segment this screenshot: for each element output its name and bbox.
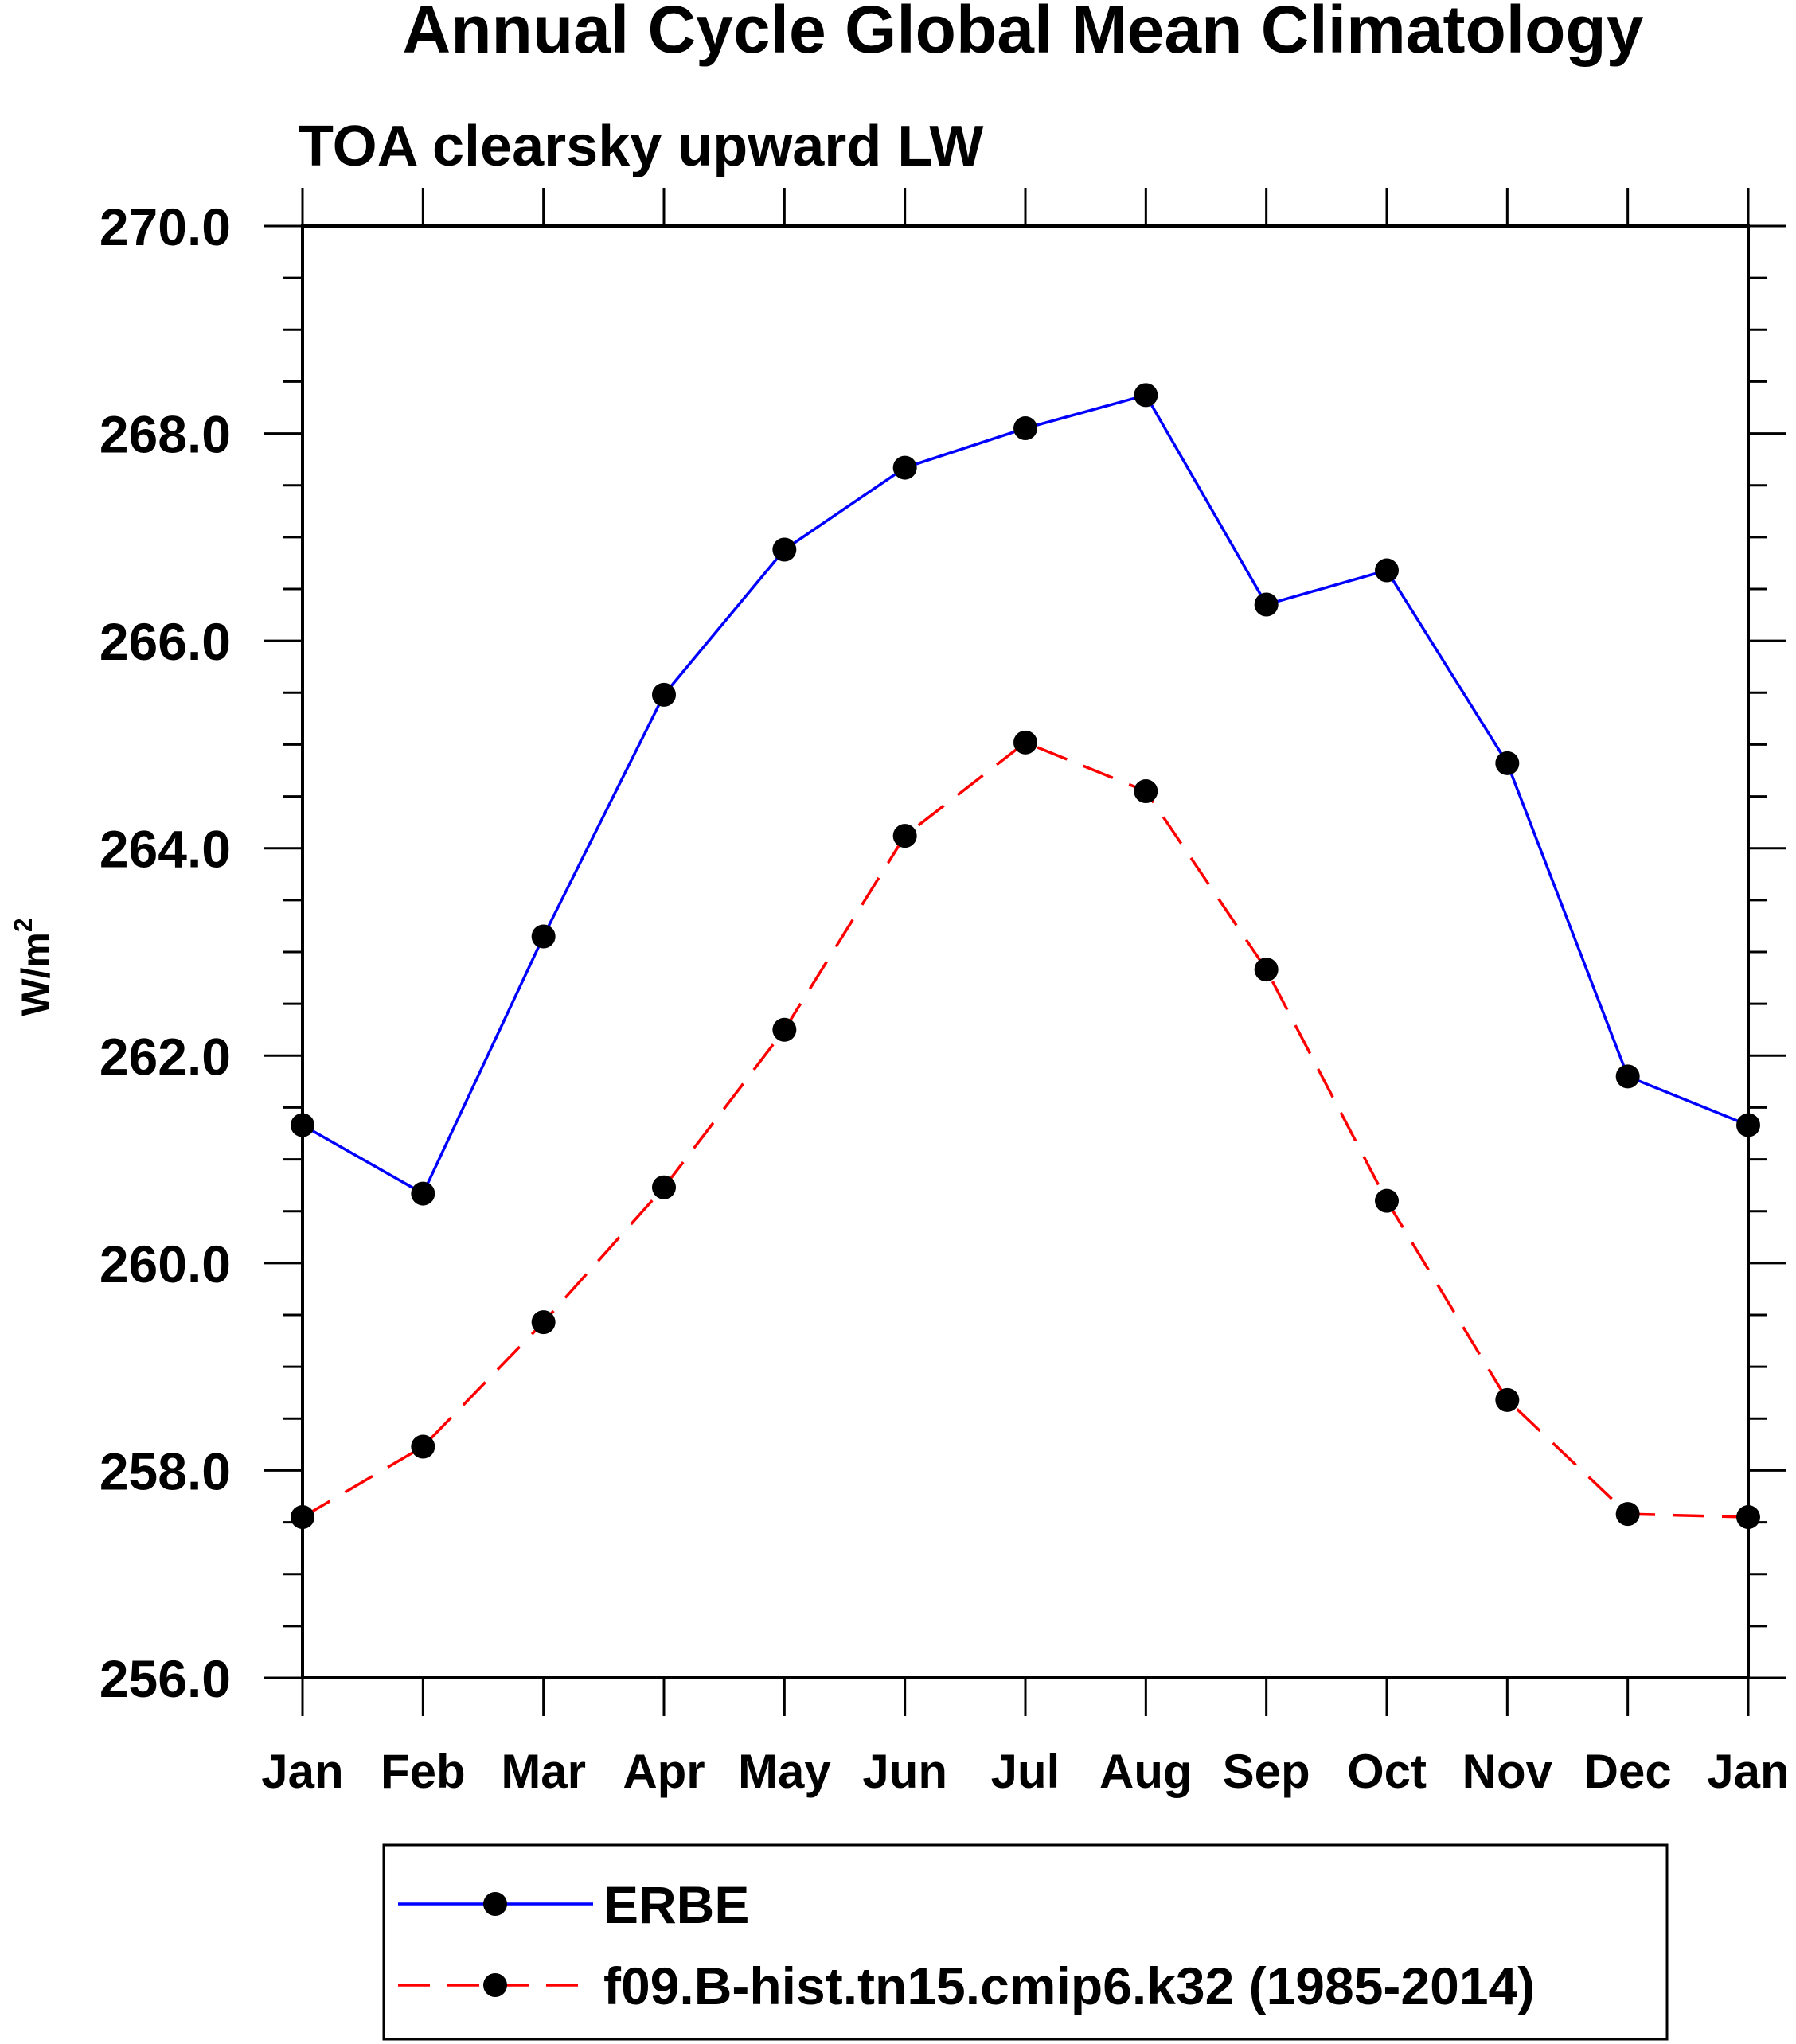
y-tick-label: 266.0 <box>100 612 231 671</box>
x-tick-label: Feb <box>381 1745 466 1798</box>
x-tick-label: Jan <box>1707 1745 1789 1798</box>
data-point-series-2 <box>1736 1505 1760 1530</box>
y-axis-label-superscript: 2 <box>9 918 37 932</box>
data-point-series-1 <box>411 1181 435 1206</box>
data-point-series-2 <box>1013 730 1037 755</box>
x-tick-label: Dec <box>1584 1745 1672 1798</box>
y-tick-label: 260.0 <box>100 1235 231 1293</box>
data-point-series-1 <box>1615 1064 1640 1089</box>
y-tick-label: 264.0 <box>100 820 231 879</box>
y-tick-label: 270.0 <box>100 197 231 256</box>
legend-marker-2 <box>483 1973 507 1997</box>
x-tick-label: Apr <box>623 1745 705 1798</box>
data-point-series-1 <box>291 1113 314 1137</box>
x-tick-label: Nov <box>1462 1745 1553 1798</box>
x-tick-label: Jun <box>862 1745 947 1798</box>
legend-box <box>382 1843 1669 2041</box>
data-point-series-1 <box>772 537 797 562</box>
data-point-series-1 <box>531 924 556 949</box>
x-tick-labels: Jan Feb Mar Apr May Jun Jul Aug Sep Oct Nov Dec Jan <box>261 1745 1789 1798</box>
y-tick-label: 256.0 <box>100 1649 231 1708</box>
data-point-series-2 <box>892 824 917 848</box>
series-layer <box>291 383 1760 1530</box>
data-point-series-2 <box>772 1017 797 1042</box>
data-point-series-1 <box>1134 383 1158 408</box>
y-tick-label: 268.0 <box>100 405 231 464</box>
data-point-series-2 <box>1254 958 1279 982</box>
axis-ticks <box>264 188 1786 1716</box>
data-point-series-2 <box>1375 1188 1399 1213</box>
data-point-series-1 <box>652 682 676 707</box>
x-tick-label: Oct <box>1347 1745 1427 1798</box>
x-tick-label: Sep <box>1223 1745 1310 1798</box>
x-tick-label: Jan <box>261 1745 343 1798</box>
svg-text:W/m2: W/m2 <box>9 918 58 1016</box>
series-line-1 <box>302 393 1749 1196</box>
chart-subtitle: TOA clearsky upward LW <box>299 115 983 178</box>
x-tick-label: Jul <box>991 1745 1060 1798</box>
data-point-series-1 <box>1495 751 1520 775</box>
data-point-series-1 <box>1254 592 1279 617</box>
x-tick-label: Aug <box>1099 1745 1193 1798</box>
data-point-series-1 <box>1013 416 1037 441</box>
data-point-series-2 <box>1495 1387 1520 1412</box>
legend-label-1: ERBE <box>603 1875 749 1934</box>
data-point-series-2 <box>531 1310 556 1335</box>
x-tick-label: Mar <box>501 1745 586 1798</box>
y-tick-labels: 256.0 258.0 260.0 262.0 264.0 266.0 268.0 270.0 <box>100 197 231 1708</box>
data-point-series-2 <box>411 1434 435 1459</box>
data-point-series-1 <box>1375 558 1399 583</box>
chart-title: Annual Cycle Global Mean Climatology <box>403 0 1644 67</box>
data-point-series-2 <box>291 1505 314 1530</box>
legend-marker-1 <box>483 1892 507 1916</box>
y-tick-label: 262.0 <box>100 1027 231 1086</box>
legend: ERBE f09.B-hist.tn15.cmip6.k32 (1985-2014… <box>398 1875 1535 2015</box>
data-point-series-1 <box>1736 1113 1760 1137</box>
data-point-series-2 <box>652 1175 676 1199</box>
y-axis-label-text: W/m <box>14 932 58 1016</box>
y-axis-label: W/m2 <box>9 918 58 1016</box>
x-tick-label: May <box>738 1745 831 1798</box>
data-point-series-2 <box>1615 1502 1640 1527</box>
data-point-series-2 <box>1134 779 1158 804</box>
plot-frame <box>301 224 1750 1679</box>
legend-label-2: f09.B-hist.tn15.cmip6.k32 (1985-2014) <box>603 1956 1535 2015</box>
data-point-series-1 <box>892 455 917 480</box>
y-tick-label: 258.0 <box>100 1441 231 1500</box>
series-line-2 <box>302 740 1749 1519</box>
